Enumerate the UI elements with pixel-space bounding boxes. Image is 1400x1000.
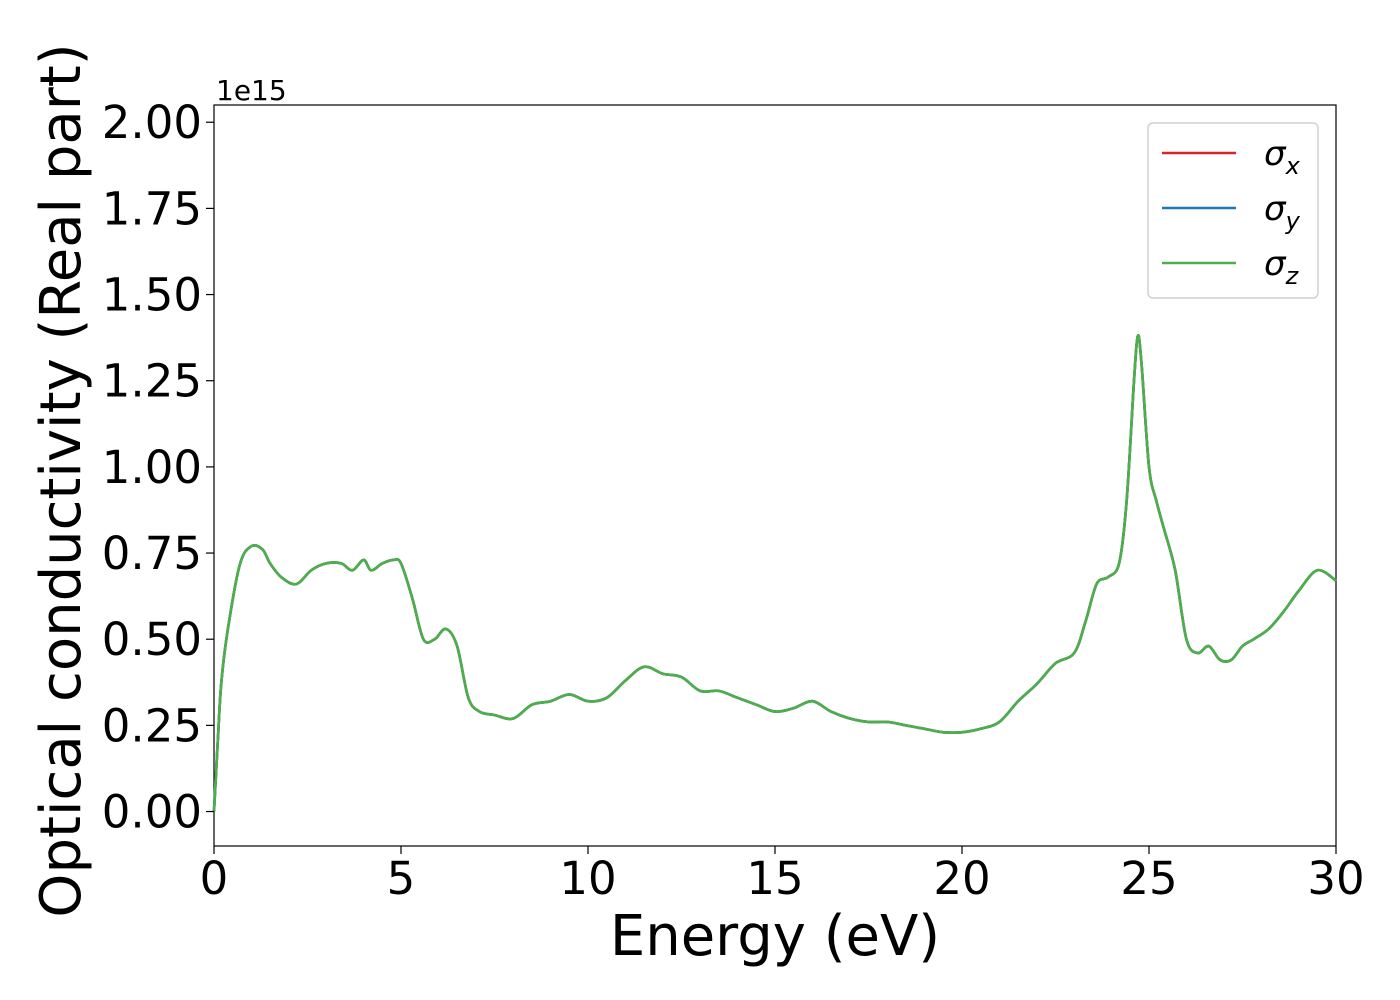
y-offset-label: 1e15: [216, 74, 287, 107]
y-tick-label: 0.00: [102, 786, 202, 839]
y-tick-label: 1.25: [102, 355, 202, 408]
y-tick-label: 0.25: [102, 699, 202, 752]
x-tick-label: 5: [387, 852, 416, 905]
y-tick-label: 1.50: [102, 269, 202, 322]
y-tick-label: 2.00: [102, 96, 202, 149]
y-tick-label: 0.75: [102, 527, 202, 580]
y-tick-label: 1.75: [102, 182, 202, 235]
x-tick-label: 10: [559, 852, 616, 905]
legend-subscript: z: [1285, 262, 1300, 290]
y-axis-ticks: 0.00 0.25 0.50 0.75 1.00 1.25 1.50 1.75 2.00: [102, 96, 214, 839]
plot-area: 0 5 10 15 20 25 30 0.00 0.25 0.50 0.75 1.00 1.25 1.5…: [102, 96, 1365, 905]
series-line-3: [212, 334, 1337, 812]
legend-subscript: x: [1285, 152, 1301, 180]
x-tick-label: 0: [200, 852, 229, 905]
y-axis-title: Optical conductivity (Real part): [29, 43, 94, 917]
x-axis-ticks: 0 5 10 15 20 25 30: [200, 846, 1365, 905]
series-line-1: [212, 334, 1337, 812]
legend-box: [1147, 122, 1319, 299]
x-axis-title: Energy (eV): [610, 904, 940, 969]
x-tick-label: 20: [933, 852, 990, 905]
legend-subscript: y: [1285, 207, 1301, 235]
legend-label: σy: [1264, 189, 1301, 235]
x-tick-label: 30: [1307, 852, 1364, 905]
series-line-2: [212, 334, 1337, 812]
x-tick-label: 15: [746, 852, 803, 905]
y-tick-label: 0.50: [102, 613, 202, 666]
series-lines: [212, 334, 1337, 812]
x-tick-label: 25: [1120, 852, 1177, 905]
y-tick-label: 1.00: [102, 441, 202, 494]
